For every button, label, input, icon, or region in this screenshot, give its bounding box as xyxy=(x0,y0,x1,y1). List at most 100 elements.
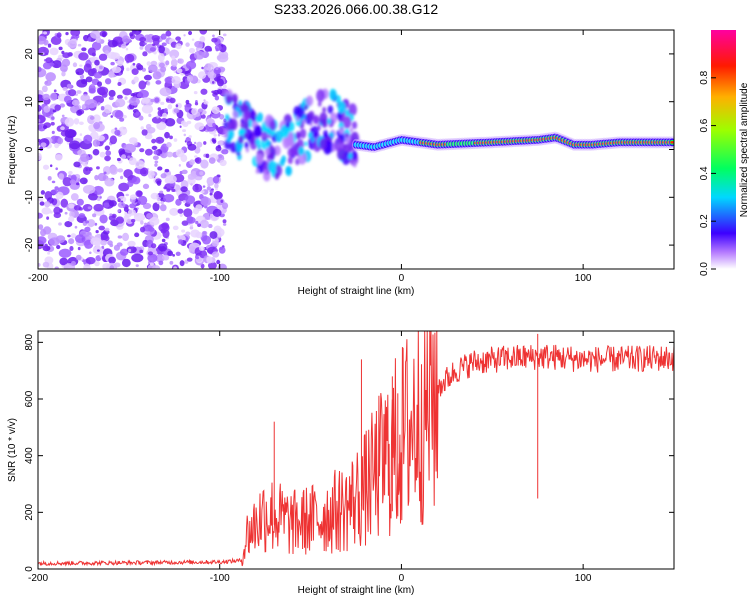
heat-blob xyxy=(85,220,90,224)
heat-blob xyxy=(166,142,172,148)
heat-blob xyxy=(182,129,187,133)
heat-blob xyxy=(200,159,209,169)
heat-blob xyxy=(127,209,136,216)
heat-blob xyxy=(308,110,315,121)
heat-blob xyxy=(304,104,308,111)
heat-blob xyxy=(53,206,61,215)
heat-blob xyxy=(38,66,42,73)
heat-blob xyxy=(44,80,52,86)
heat-blob xyxy=(160,101,165,105)
heat-blob xyxy=(199,219,209,229)
heat-blob xyxy=(188,245,196,254)
heat-blob xyxy=(135,264,139,268)
heat-blob xyxy=(59,103,66,108)
heat-blob xyxy=(54,142,60,149)
colorbar-gradient xyxy=(711,30,736,269)
heat-blob xyxy=(164,117,176,127)
heat-blob xyxy=(211,37,218,43)
heat-blob xyxy=(74,234,86,243)
heat-blob xyxy=(82,184,96,194)
heat-blob xyxy=(165,30,172,37)
heat-blob xyxy=(199,30,208,35)
figure-title: S233.2026.066.00.38.G12 xyxy=(274,1,438,17)
heat-blob xyxy=(122,232,130,242)
heat-blob xyxy=(213,133,217,137)
heat-blob xyxy=(345,132,349,138)
heatmap-cells xyxy=(38,30,674,269)
heat-blob xyxy=(53,89,57,93)
heat-blob xyxy=(163,194,175,203)
heat-blob xyxy=(60,126,65,131)
heat-blob xyxy=(181,169,188,175)
heat-blob xyxy=(103,171,107,175)
heat-blob xyxy=(217,53,229,63)
heat-blob xyxy=(47,251,51,255)
heat-blob xyxy=(221,149,229,155)
heat-blob xyxy=(107,40,118,48)
heat-blob xyxy=(55,167,59,171)
heat-blob xyxy=(70,30,81,37)
heat-blob xyxy=(299,128,307,139)
x-tick-label: 0 xyxy=(399,273,405,284)
heat-blob xyxy=(40,228,47,237)
heat-blob xyxy=(56,245,61,250)
snr-ylabel: SNR (10 * v/v) xyxy=(7,418,18,482)
heat-blob xyxy=(41,85,48,93)
heat-blob xyxy=(118,182,130,192)
heat-blob xyxy=(149,216,160,226)
heat-blob xyxy=(214,44,222,51)
heat-blob xyxy=(90,131,99,140)
colorbar-tick-label: 0.8 xyxy=(699,70,710,84)
heat-blob xyxy=(38,224,44,230)
heat-blob xyxy=(56,32,62,38)
heat-blob xyxy=(64,128,76,139)
y-tick-label: 600 xyxy=(24,390,35,407)
heat-blob xyxy=(130,218,136,223)
heat-blob xyxy=(195,204,203,212)
heat-blob xyxy=(68,170,73,175)
heat-blob xyxy=(197,223,202,227)
heat-blob xyxy=(142,51,148,57)
heat-blob xyxy=(139,40,146,47)
heat-blob xyxy=(338,126,345,135)
heat-blob xyxy=(38,263,41,267)
heat-blob xyxy=(76,71,80,75)
heat-blob xyxy=(130,93,136,97)
heat-blob xyxy=(155,136,165,144)
heat-blob xyxy=(156,115,160,119)
heat-blob xyxy=(255,168,260,174)
heat-blob xyxy=(194,40,203,48)
heat-blob xyxy=(92,139,101,147)
heat-blob xyxy=(114,127,118,130)
heat-blob xyxy=(133,76,139,83)
heat-blob xyxy=(75,254,82,261)
heat-blob xyxy=(244,141,249,149)
heat-blob xyxy=(156,201,161,205)
heat-blob xyxy=(327,105,334,114)
heat-blob xyxy=(92,213,97,218)
heat-blob xyxy=(102,45,112,54)
heat-blob xyxy=(117,168,124,173)
heat-blob xyxy=(171,76,181,85)
heat-blob xyxy=(181,220,189,226)
heat-blob xyxy=(38,236,47,245)
heat-blob xyxy=(165,60,170,66)
heat-blob xyxy=(224,114,230,121)
heat-blob xyxy=(40,142,47,148)
heat-blob xyxy=(184,195,196,205)
heat-blob xyxy=(296,106,305,119)
heat-blob xyxy=(43,31,48,35)
noise-blobs xyxy=(38,30,229,269)
heat-blob xyxy=(217,140,225,146)
heat-blob xyxy=(166,98,170,102)
heat-blob xyxy=(222,219,227,224)
heat-blob xyxy=(58,173,65,180)
heat-blob xyxy=(141,97,150,104)
heat-blob xyxy=(198,246,205,251)
heat-blob xyxy=(172,254,176,257)
heat-blob xyxy=(142,202,152,210)
heat-blob xyxy=(147,170,155,180)
colorbar-label: Normalized spectral amplitude xyxy=(739,82,750,217)
